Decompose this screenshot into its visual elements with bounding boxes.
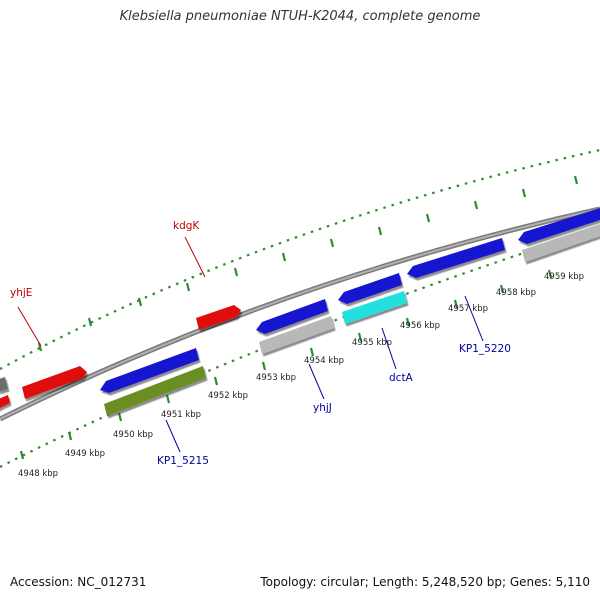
kbp-tick-label: 4952 kbp bbox=[208, 391, 248, 401]
kbp-tick-label: 4959 kbp bbox=[544, 272, 584, 282]
major-tick bbox=[281, 252, 287, 262]
label-callout-line bbox=[464, 295, 484, 342]
gene-labels: yhjE kdgK KP1_5215 yhjJ dctA KP1_5220 bbox=[10, 220, 511, 467]
accession-label: Accession: NC_012731 bbox=[10, 575, 147, 589]
cds-feature bbox=[522, 224, 600, 262]
major-tick bbox=[233, 267, 239, 277]
reverse-gene bbox=[518, 208, 600, 244]
major-tick bbox=[405, 317, 411, 327]
major-tick bbox=[117, 412, 123, 422]
reverse-gene-track bbox=[100, 208, 600, 393]
kbp-tick-label: 4948 kbp bbox=[18, 469, 58, 479]
cds-feature bbox=[342, 291, 407, 324]
major-tick bbox=[357, 332, 363, 342]
kbp-tick-labels: 4948 kbp 4949 kbp 4950 kbp 4951 kbp 4952 kbp… bbox=[18, 272, 584, 479]
label-callout-line bbox=[17, 306, 42, 347]
major-tick bbox=[37, 342, 43, 352]
forward-gene-track bbox=[0, 305, 241, 408]
major-tick-marks bbox=[19, 175, 579, 460]
label-callout-line bbox=[184, 236, 206, 278]
inner-tick-ring bbox=[0, 226, 600, 468]
major-tick bbox=[213, 376, 219, 386]
backbone-inner bbox=[0, 208, 600, 420]
major-tick bbox=[573, 175, 579, 185]
cds-feature bbox=[259, 316, 334, 354]
major-tick bbox=[425, 213, 431, 223]
map-title: Klebsiella pneumoniae NTUH-K2044, comple… bbox=[119, 9, 481, 24]
forward-gene bbox=[0, 377, 8, 392]
major-tick bbox=[499, 284, 505, 294]
major-tick bbox=[521, 188, 527, 198]
genome-stats-label: Topology: circular; Length: 5,248,520 bp… bbox=[260, 575, 590, 589]
gene-label: yhjE bbox=[10, 287, 32, 299]
label-callout-line bbox=[165, 419, 181, 453]
major-tick bbox=[19, 450, 25, 460]
major-tick bbox=[473, 200, 479, 210]
reverse-gene bbox=[407, 238, 505, 278]
major-tick bbox=[67, 431, 73, 441]
label-callout-line bbox=[381, 327, 397, 370]
gene-label: dctA bbox=[389, 372, 414, 384]
gene-label: KP1_5215 bbox=[157, 455, 209, 467]
kbp-tick-label: 4950 kbp bbox=[113, 430, 153, 440]
gene-label: KP1_5220 bbox=[459, 343, 511, 355]
major-tick bbox=[377, 226, 383, 236]
label-callout-line bbox=[308, 363, 325, 400]
gene-label: yhjJ bbox=[313, 402, 332, 414]
kbp-tick-label: 4958 kbp bbox=[496, 288, 536, 298]
major-tick bbox=[261, 361, 267, 371]
kbp-tick-label: 4954 kbp bbox=[304, 356, 344, 366]
reverse-gene bbox=[338, 273, 402, 304]
major-tick bbox=[137, 297, 143, 307]
major-tick bbox=[309, 347, 315, 357]
forward-gene bbox=[196, 305, 241, 330]
kbp-tick-label: 4956 kbp bbox=[400, 321, 440, 331]
major-tick bbox=[165, 394, 171, 404]
kbp-tick-label: 4955 kbp bbox=[352, 338, 392, 348]
label-callouts bbox=[17, 236, 484, 453]
major-tick bbox=[329, 238, 335, 248]
cds-track bbox=[104, 224, 600, 416]
gene-label: kdgK bbox=[173, 220, 200, 232]
kbp-tick-label: 4953 kbp bbox=[256, 373, 296, 383]
kbp-tick-label: 4957 kbp bbox=[448, 304, 488, 314]
forward-gene bbox=[0, 395, 10, 408]
major-tick bbox=[453, 299, 459, 309]
kbp-tick-label: 4951 kbp bbox=[161, 410, 201, 420]
cds-feature bbox=[104, 366, 206, 416]
outer-tick-ring bbox=[0, 148, 600, 370]
major-tick bbox=[547, 269, 553, 279]
forward-gene bbox=[22, 366, 87, 399]
major-tick bbox=[185, 282, 191, 292]
kbp-tick-label: 4949 kbp bbox=[65, 449, 105, 459]
major-tick bbox=[87, 317, 93, 327]
reverse-gene bbox=[100, 348, 199, 393]
reverse-gene bbox=[256, 299, 328, 334]
